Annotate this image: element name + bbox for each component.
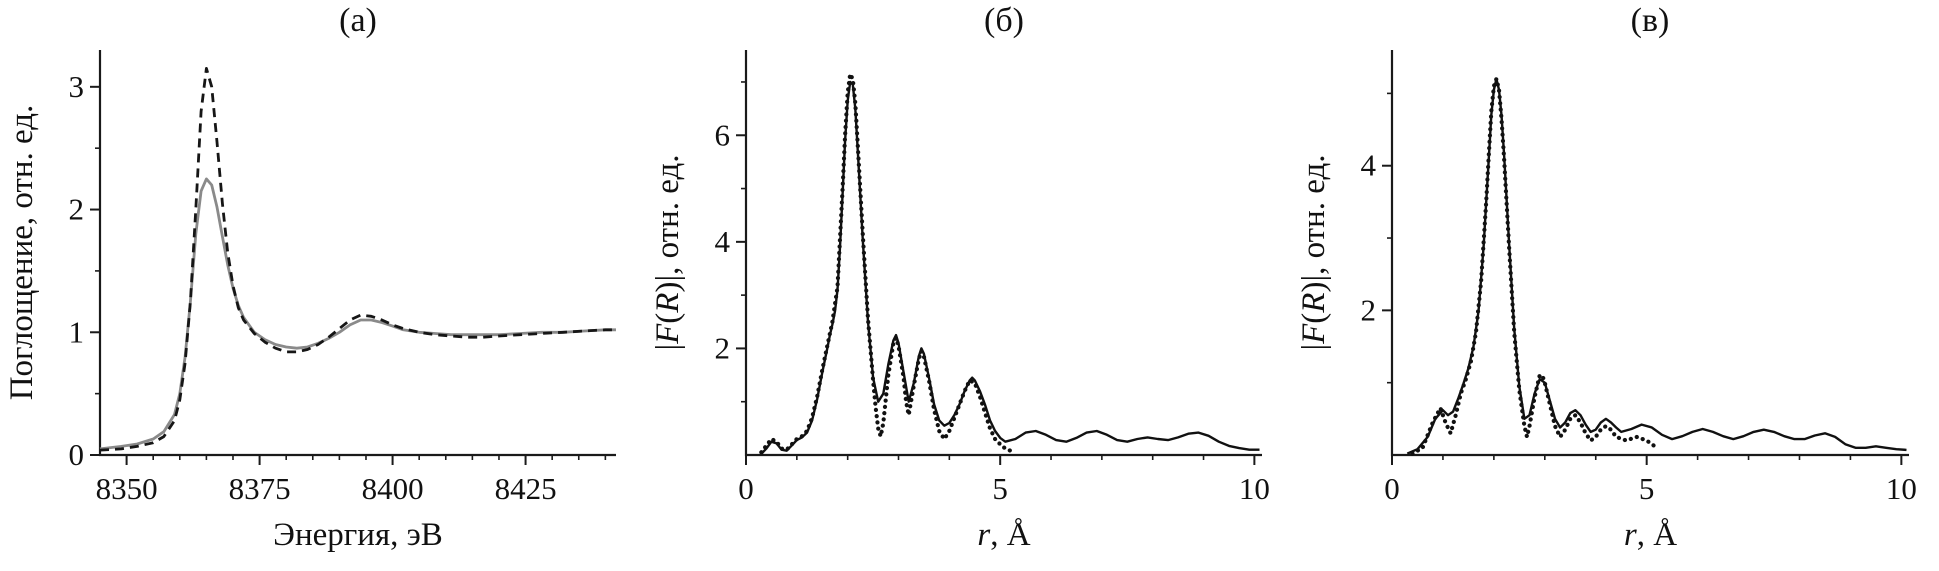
x-axis-label: Энергия, эВ xyxy=(273,517,443,553)
y-tick-label: 0 xyxy=(69,437,85,472)
x-axis-label: r, Å xyxy=(977,516,1030,553)
y-tick-label: 2 xyxy=(69,192,85,227)
x-tick-label: 10 xyxy=(1239,471,1270,506)
x-tick-label: 8375 xyxy=(229,471,291,506)
series-experiment-dotted xyxy=(759,71,1013,455)
x-tick-label: 8425 xyxy=(495,471,557,506)
x-tick-label: 5 xyxy=(992,471,1008,506)
series-spectrum-dashed-black xyxy=(99,67,616,452)
y-tick-label: 4 xyxy=(715,224,731,259)
y-tick-label: 2 xyxy=(1361,292,1377,327)
y-axis-label: |F(R)|, отн. ед. xyxy=(650,155,686,351)
x-tick-label: 0 xyxy=(738,471,754,506)
axes xyxy=(744,50,1262,457)
panel-v-title: (в) xyxy=(1630,2,1670,39)
panel-b-title: (б) xyxy=(984,2,1024,39)
series-experiment-dotted xyxy=(1410,76,1659,456)
x-tick-label: 8400 xyxy=(362,471,424,506)
y-tick-label: 4 xyxy=(1361,148,1377,183)
panel-a-absorption-spectrum-chart: 8350 8375 8400 8425 0 1 2 3 Энергия, эВ Поглощени… xyxy=(0,0,646,571)
y-axis-label: Поглощение, отн. ед. xyxy=(4,105,40,401)
y-tick-label: 1 xyxy=(69,314,85,349)
x-axis-label: r, Å xyxy=(1624,516,1677,553)
y-tick-label: 2 xyxy=(715,330,731,365)
series-spectrum-solid-gray xyxy=(99,177,616,451)
x-tick-label: 10 xyxy=(1886,471,1917,506)
axes xyxy=(1390,50,1909,457)
y-tick-label: 6 xyxy=(715,117,731,152)
panel-v-fourier-transform-chart: 0 5 10 2 4 r, Å |F(R)|, отн. ед. xyxy=(1292,0,1939,571)
panel-b-fourier-transform-chart: 0 5 10 2 4 6 r, Å |F(R)|, отн. ед. xyxy=(646,0,1292,571)
x-tick-label: 0 xyxy=(1384,471,1400,506)
y-tick-label: 3 xyxy=(69,69,85,104)
x-tick-label: 5 xyxy=(1639,471,1655,506)
axes xyxy=(98,50,616,457)
y-axis-label: |F(R)|, отн. ед. xyxy=(1296,155,1332,351)
series-fit-solid xyxy=(760,80,1260,455)
x-tick-label: 8350 xyxy=(96,471,158,506)
panel-a-title: (а) xyxy=(339,2,377,39)
